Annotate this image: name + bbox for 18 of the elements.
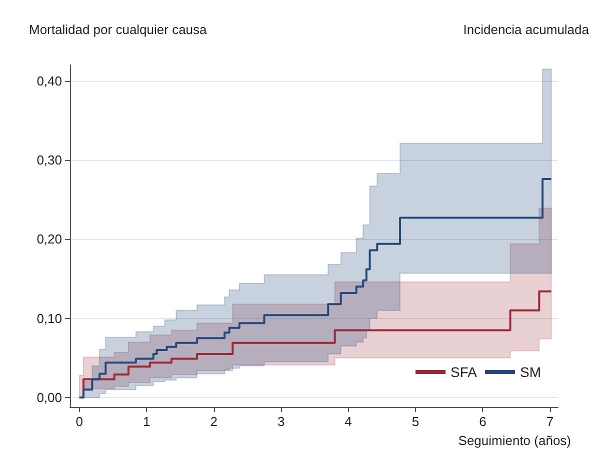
x-tick-label: 5 bbox=[412, 414, 420, 429]
x-tick-label: 4 bbox=[344, 414, 352, 429]
x-tick-label: 0 bbox=[76, 414, 84, 429]
y-tick-label: 0,00 bbox=[36, 390, 62, 405]
y-tick-label: 0,10 bbox=[36, 310, 62, 326]
legend-label: SFA bbox=[450, 364, 478, 380]
y-tick-label: 0,40 bbox=[36, 73, 62, 88]
chart-title: Mortalidad por cualquier causa bbox=[29, 22, 208, 37]
y-tick-label: 0,30 bbox=[36, 152, 62, 168]
x-tick-label: 3 bbox=[277, 414, 285, 429]
x-tick-label: 1 bbox=[143, 414, 150, 429]
y-axis-title: Incidencia acumulada bbox=[463, 22, 590, 37]
y-tick-label: 0,20 bbox=[36, 232, 62, 247]
x-tick-label: 6 bbox=[479, 414, 486, 429]
legend-label: SM bbox=[520, 364, 541, 380]
x-tick-label: 7 bbox=[546, 414, 554, 429]
x-axis-title: Seguimiento (años) bbox=[458, 433, 572, 448]
x-tick-label: 2 bbox=[210, 414, 218, 429]
